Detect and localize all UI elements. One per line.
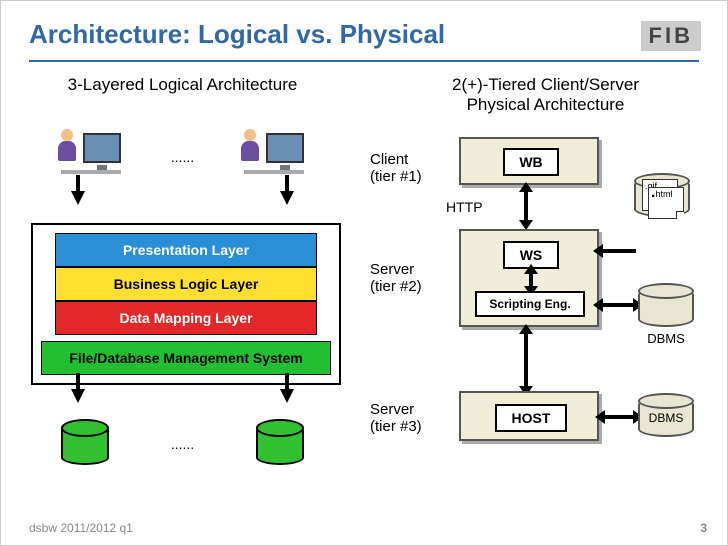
tier2-name: Server [370, 261, 414, 278]
tier3-label: Server (tier #3) [370, 401, 422, 436]
footer: dsbw 2011/2012 q1 3 [29, 521, 707, 535]
presentation-layer: Presentation Layer [55, 233, 317, 267]
ellipsis: ...... [171, 436, 194, 452]
dbms-cylinder-1 [638, 287, 694, 327]
layers-box: Presentation Layer Business Logic Layer … [31, 223, 341, 385]
arrow-script-dbms [602, 303, 634, 307]
arrow-down-icon [280, 191, 294, 205]
tier2-num: (tier #2) [370, 278, 422, 295]
tier2-box: WS Scripting Eng. [459, 229, 599, 327]
tier1-box: WB [459, 137, 599, 185]
users-row: ...... [61, 129, 304, 184]
tier1-name: Client [370, 151, 408, 168]
arrow-ws-script [529, 273, 533, 287]
scripting-box: Scripting Eng. [475, 291, 585, 317]
user-pc-icon [61, 129, 121, 184]
arrows-layers-to-db [71, 389, 294, 403]
left-subtitle: 3-Layered Logical Architecture [1, 75, 364, 95]
host-box: HOST [495, 404, 567, 432]
arrow-down-icon [280, 389, 294, 403]
tier3-num: (tier #3) [370, 418, 422, 435]
slide-title: Architecture: Logical vs. Physical [1, 1, 727, 50]
footer-left: dsbw 2011/2012 q1 [29, 521, 133, 535]
logo: FIB [641, 21, 701, 51]
tier1-num: (tier #1) [370, 168, 422, 185]
database-icon [256, 423, 304, 465]
file-stack: .gif .html [642, 179, 692, 224]
arrow-t2-t3 [524, 333, 528, 387]
ellipsis: ...... [171, 149, 194, 165]
arrows-users-to-layers [71, 191, 294, 205]
dbms-label-1: DBMS [638, 331, 694, 346]
business-layer: Business Logic Layer [55, 267, 317, 301]
db-row: ...... [61, 423, 304, 465]
tier2-label: Server (tier #2) [370, 261, 422, 296]
right-subtitle-line1: 2(+)-Tiered Client/Server [452, 75, 639, 94]
user-pc-icon [244, 129, 304, 184]
arrow-ws-files [602, 249, 636, 253]
right-column: 2(+)-Tiered Client/Server Physical Archi… [364, 71, 727, 505]
tier1-label: Client (tier #1) [370, 151, 422, 186]
tier3-name: Server [370, 401, 414, 418]
database-icon [61, 423, 109, 465]
page-number: 3 [700, 521, 707, 535]
http-label: HTTP [446, 199, 483, 215]
arrow-t1-t2 [524, 191, 528, 221]
content-area: 3-Layered Logical Architecture ...... Pr… [1, 71, 727, 505]
right-subtitle: 2(+)-Tiered Client/Server Physical Archi… [364, 75, 727, 116]
left-column: 3-Layered Logical Architecture ...... Pr… [1, 71, 364, 505]
title-underline [29, 60, 699, 62]
arrow-down-icon [71, 191, 85, 205]
fdb-layer: File/Database Management System [41, 341, 331, 375]
arrow-down-icon [71, 389, 85, 403]
right-subtitle-line2: Physical Architecture [467, 95, 625, 114]
mapping-layer: Data Mapping Layer [55, 301, 317, 335]
tier3-box: HOST [459, 391, 599, 441]
wb-box: WB [503, 148, 559, 176]
file-html: .html [648, 187, 684, 219]
dbms-label-2: DBMS [638, 411, 694, 425]
arrow-host-dbms [604, 415, 634, 419]
